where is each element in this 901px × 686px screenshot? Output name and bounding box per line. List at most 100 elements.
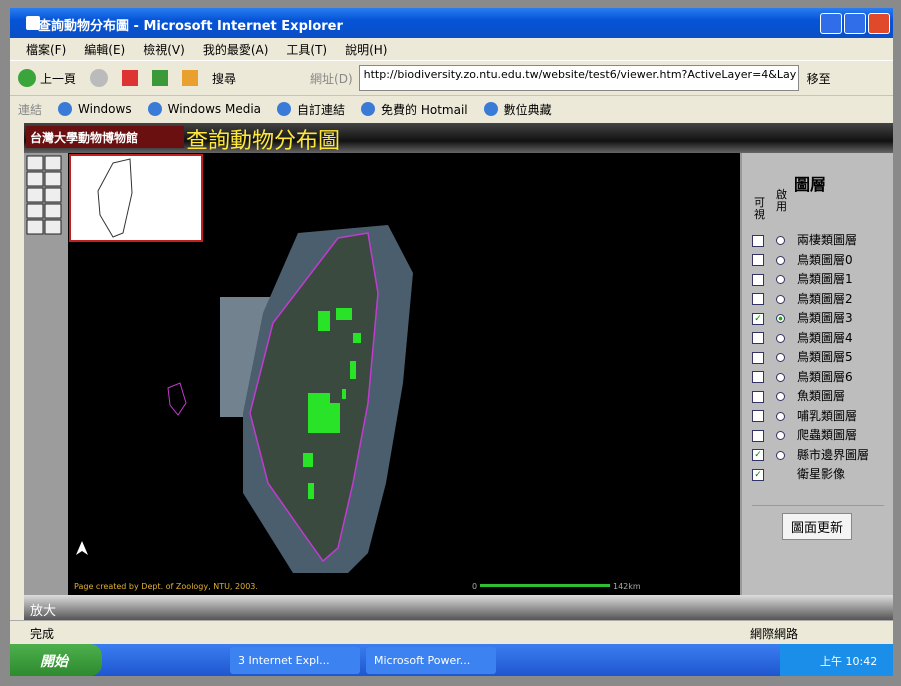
- visible-checkbox[interactable]: [752, 351, 764, 364]
- refresh-map-button[interactable]: 圖面更新: [782, 513, 853, 540]
- back-button[interactable]: 上一頁: [40, 71, 77, 86]
- search-button[interactable]: 搜尋: [212, 71, 237, 86]
- active-radio[interactable]: [776, 314, 785, 324]
- col-active: 啟用: [776, 188, 787, 213]
- menu-item[interactable]: 說明(H): [345, 42, 388, 57]
- layer-row: 兩棲類圖層: [752, 231, 892, 251]
- task-button[interactable]: 3 Internet Expl...: [230, 647, 360, 674]
- layer-row: 鳥類圖層0: [752, 251, 892, 271]
- active-radio[interactable]: [776, 333, 785, 343]
- visible-checkbox[interactable]: [752, 410, 764, 423]
- tool-back[interactable]: [44, 187, 62, 203]
- layer-name: 衛星影像: [797, 467, 846, 482]
- active-radio[interactable]: [776, 392, 785, 402]
- overview-map[interactable]: [69, 154, 203, 242]
- visible-checkbox[interactable]: ✓: [752, 468, 764, 481]
- layer-panel: 圖層 可視 啟用 兩棲類圖層 鳥類圖層0 鳥類圖層1 鳥類圖層2 ✓ 鳥類圖層3 鳥類圖層4…: [740, 153, 893, 595]
- links-bar: 連結 Windows Windows Media 自訂連結 免費的 Hotmail 數位典…: [10, 96, 893, 122]
- tool-measure[interactable]: [26, 219, 44, 235]
- menu-item[interactable]: 檢視(V): [143, 42, 185, 57]
- forward-icon[interactable]: [90, 69, 109, 87]
- layer-name: 鳥類圖層3: [797, 311, 853, 326]
- map[interactable]: Page created by Dept. of Zoology, NTU, 2…: [68, 153, 740, 595]
- layer-row: ✓ 鳥類圖層3: [752, 309, 892, 329]
- tool-zoom-out[interactable]: [44, 171, 62, 187]
- banner-title: 查詢動物分布圖: [186, 129, 341, 154]
- active-radio[interactable]: [776, 431, 785, 441]
- panel-divider: [752, 505, 884, 506]
- stop-icon[interactable]: [122, 70, 139, 86]
- clock: 上午 10:42: [780, 644, 893, 676]
- menu-item[interactable]: 編輯(E): [84, 42, 126, 57]
- close[interactable]: [868, 13, 890, 34]
- active-radio[interactable]: [776, 450, 785, 460]
- visible-checkbox[interactable]: ✓: [752, 312, 764, 325]
- ie-window: 查詢動物分布圖 - Microsoft Internet Explorer 檔案…: [10, 8, 893, 676]
- visible-checkbox[interactable]: [752, 273, 764, 286]
- layer-name: 鳥類圖層5: [797, 350, 853, 365]
- layer-row: ✓ 縣市邊界圖層: [752, 446, 892, 466]
- task-list: 3 Internet Expl... Microsoft Power...: [230, 647, 496, 674]
- layer-name: 鳥類圖層2: [797, 291, 853, 306]
- menu-item[interactable]: 我的最愛(A): [202, 42, 269, 57]
- link-item[interactable]: 自訂連結: [297, 102, 346, 117]
- tool-identify[interactable]: [44, 203, 62, 219]
- menu-item[interactable]: 檔案(F): [26, 42, 67, 57]
- active-radio[interactable]: [776, 236, 785, 246]
- layer-row: 爬蟲類圖層: [752, 426, 892, 446]
- tool-overview[interactable]: [44, 155, 62, 171]
- home-icon[interactable]: [182, 70, 199, 86]
- layer-row: 魚類圖層: [752, 387, 892, 407]
- active-radio[interactable]: [776, 275, 785, 285]
- visible-checkbox[interactable]: [752, 254, 764, 267]
- link-icon: [147, 102, 162, 116]
- minimize[interactable]: [820, 13, 842, 34]
- taskbar: 開始 3 Internet Expl... Microsoft Power... …: [10, 644, 893, 676]
- active-radio[interactable]: [776, 294, 785, 304]
- tool-zoom-in[interactable]: [26, 171, 44, 187]
- layer-name: 爬蟲類圖層: [797, 428, 858, 443]
- active-radio[interactable]: [776, 372, 785, 382]
- active-radio[interactable]: [776, 255, 785, 265]
- refresh-icon[interactable]: [152, 70, 169, 86]
- tool-pan[interactable]: [26, 203, 44, 219]
- tool-legend[interactable]: [26, 155, 44, 171]
- visible-checkbox[interactable]: [752, 429, 764, 442]
- col-visible: 可視: [754, 196, 765, 221]
- overview-taiwan: [97, 158, 133, 238]
- layer-name: 魚類圖層: [797, 389, 846, 404]
- visible-checkbox[interactable]: [752, 371, 764, 384]
- visible-checkbox[interactable]: [752, 332, 764, 345]
- task-button[interactable]: Microsoft Power...: [366, 647, 496, 674]
- layer-row: 鳥類圖層6: [752, 368, 892, 388]
- title-bar: 查詢動物分布圖 - Microsoft Internet Explorer: [10, 8, 893, 38]
- visible-checkbox[interactable]: [752, 234, 764, 247]
- scale-end: 142km: [613, 582, 641, 591]
- link-item[interactable]: 免費的 Hotmail: [381, 102, 468, 117]
- tool-print[interactable]: [44, 219, 62, 235]
- link-icon: [483, 102, 498, 116]
- active-radio[interactable]: [776, 411, 785, 421]
- maximize[interactable]: [844, 13, 866, 34]
- back-icon: [18, 69, 36, 87]
- link-icon: [58, 102, 73, 116]
- visible-checkbox[interactable]: [752, 293, 764, 306]
- link-icon: [277, 102, 292, 116]
- address-field[interactable]: http://biodiversity.zo.ntu.edu.tw/websit…: [358, 65, 799, 91]
- link-item[interactable]: Windows: [78, 102, 132, 116]
- tool-full[interactable]: [26, 187, 44, 203]
- address-label: 網址(D): [310, 71, 353, 86]
- scale-start: 0: [472, 582, 477, 591]
- link-item[interactable]: 數位典藏: [503, 102, 552, 117]
- menu-item[interactable]: 工具(T): [286, 42, 328, 57]
- link-item[interactable]: Windows Media: [167, 102, 262, 116]
- go-button[interactable]: 移至: [806, 71, 831, 86]
- visible-checkbox[interactable]: ✓: [752, 449, 764, 462]
- visible-checkbox[interactable]: [752, 390, 764, 403]
- active-radio[interactable]: [776, 353, 785, 363]
- start-button[interactable]: 開始: [10, 644, 102, 676]
- north-arrow: [76, 541, 88, 555]
- layer-name: 哺乳類圖層: [797, 408, 858, 423]
- layer-list: 兩棲類圖層 鳥類圖層0 鳥類圖層1 鳥類圖層2 ✓ 鳥類圖層3 鳥類圖層4 鳥類圖層5 鳥類圖層…: [752, 231, 892, 485]
